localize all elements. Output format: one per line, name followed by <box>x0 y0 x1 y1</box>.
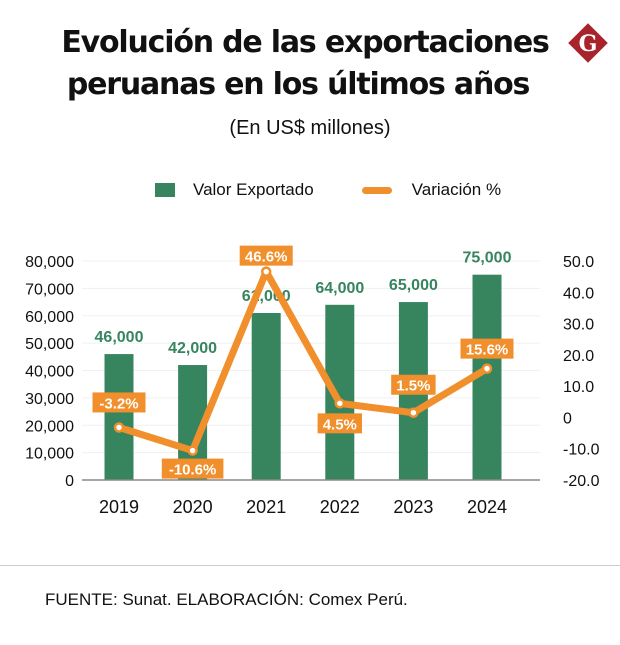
bar-2019 <box>104 354 134 480</box>
left-tick-label: 80,000 <box>25 254 74 271</box>
bars <box>104 274 502 480</box>
x-tick-label: 2020 <box>173 497 213 517</box>
left-axis-ticks: 0 10,000 20,000 30,000 40,000 50,000 60,000 70,… <box>25 254 74 490</box>
source-note: FUENTE: Sunat. ELABORACIÓN: Comex Perú. <box>45 590 408 609</box>
x-tick-label: 2021 <box>246 497 286 517</box>
legend-line-label: Variación % <box>411 180 502 199</box>
gridlines <box>82 260 540 454</box>
right-tick-label: -10.0 <box>563 442 600 459</box>
right-tick-label: 30.0 <box>563 317 594 334</box>
chart-subtitle: (En US$ millones) <box>229 117 391 139</box>
variation-label-box <box>239 245 293 266</box>
right-tick-label: 10.0 <box>563 379 594 396</box>
logo-letter: G <box>579 31 598 57</box>
variation-label: 15.6% <box>466 342 509 359</box>
bar-2021 <box>251 313 281 480</box>
left-tick-label: 30,000 <box>25 391 74 408</box>
variation-label-box <box>161 458 224 479</box>
variation-label: -3.2% <box>99 395 138 412</box>
variation-label-box <box>317 413 362 434</box>
bar-2022 <box>325 304 355 480</box>
legend-bar-swatch <box>155 183 175 197</box>
bar-value-label: 75,000 <box>463 250 512 267</box>
bar-value-label: 65,000 <box>389 277 438 294</box>
variation-label-box <box>391 374 436 395</box>
variation-line-path <box>115 268 491 455</box>
x-tick-label: 2024 <box>467 497 507 517</box>
chart-area: 0 10,000 20,000 30,000 40,000 50,000 60,000 70,… <box>25 245 600 517</box>
right-tick-label: 20.0 <box>563 348 594 365</box>
right-tick-label: -20.0 <box>563 473 600 490</box>
legend-bar-label: Valor Exportado <box>193 180 314 199</box>
divider <box>0 565 620 566</box>
variation-line <box>113 266 493 456</box>
variation-label-box <box>460 338 514 359</box>
legend-line-swatch <box>361 186 392 194</box>
variation-label: 1.5% <box>396 378 430 395</box>
legend: Valor Exportado Variación % <box>155 180 501 200</box>
chart-title-line-2: peruanas en los últimos años <box>66 67 531 102</box>
left-tick-label: 0 <box>65 473 74 490</box>
bar-value-label: 42,000 <box>168 340 217 357</box>
variation-label: 46.6% <box>245 249 288 266</box>
left-tick-label: 10,000 <box>25 446 74 463</box>
bar-value-label: 46,000 <box>95 329 144 346</box>
variation-point-2019 <box>113 422 125 433</box>
gestion-logo-icon: G <box>568 23 608 63</box>
variation-point-2022 <box>334 398 346 409</box>
right-tick-label: 50.0 <box>563 254 594 271</box>
x-axis-ticks: 2019 2020 2021 2022 2023 2024 <box>99 497 507 517</box>
x-tick-label: 2022 <box>320 497 360 517</box>
x-tick-label: 2023 <box>393 497 433 517</box>
right-axis-ticks: -20.0 -10.0 0 10.0 20.0 30.0 40.0 50.0 <box>563 254 600 490</box>
variation-label: -10.6% <box>169 462 217 479</box>
bar-value-label: 64,000 <box>315 280 364 297</box>
left-tick-label: 60,000 <box>25 309 74 326</box>
variation-label-box <box>92 392 146 413</box>
left-tick-label: 50,000 <box>25 336 74 353</box>
variation-point-2023 <box>408 407 419 418</box>
left-tick-label: 40,000 <box>25 364 74 381</box>
right-tick-label: 40.0 <box>563 285 594 302</box>
variation-label: 4.5% <box>323 416 357 433</box>
variation-point-2024 <box>481 363 493 374</box>
left-tick-label: 20,000 <box>25 418 74 435</box>
variation-point-2021 <box>260 266 272 277</box>
variation-point-2020 <box>187 445 198 456</box>
left-tick-label: 70,000 <box>25 281 74 298</box>
variation-labels: -3.2% -10.6% 46.6% 4.5% 1.5% 15.6% <box>92 245 514 479</box>
chart-title-line-1: Evolución de las exportaciones <box>61 25 549 60</box>
x-tick-label: 2019 <box>99 497 139 517</box>
right-tick-label: 0 <box>563 410 572 427</box>
